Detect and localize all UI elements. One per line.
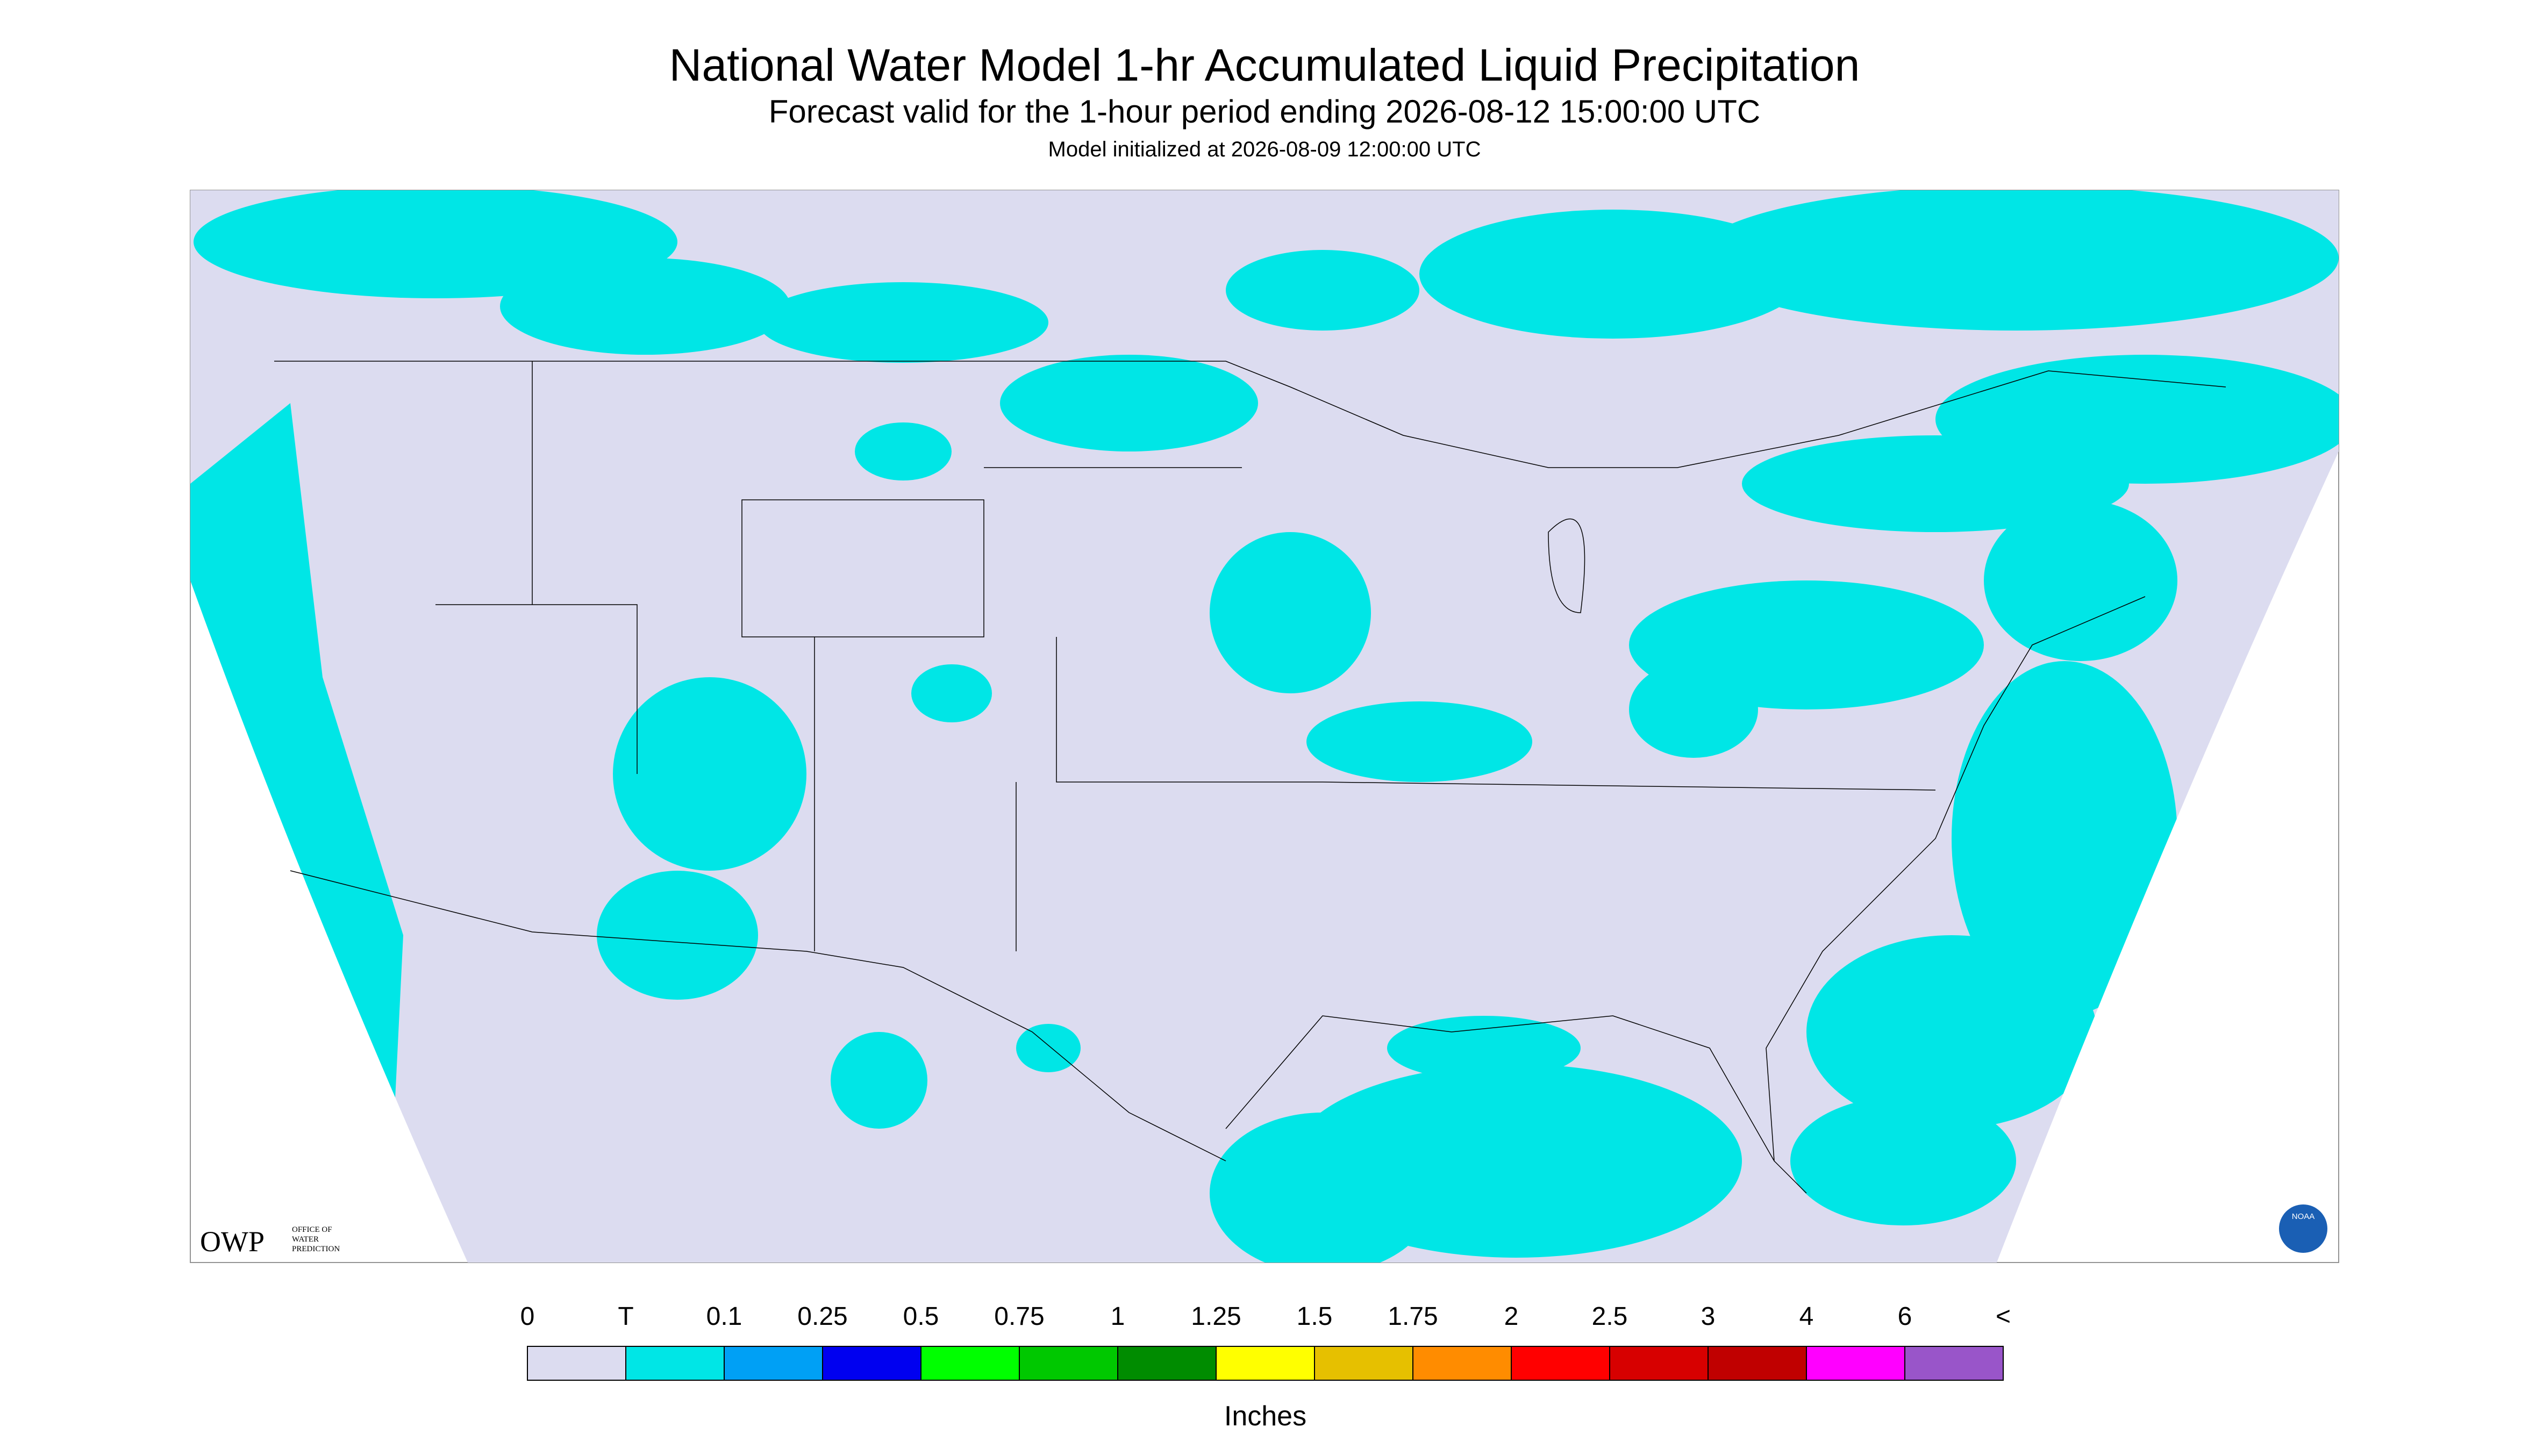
logo-line: PREDICTION — [292, 1245, 340, 1253]
legend-label: 2 — [1504, 1302, 1519, 1331]
legend-swatch — [1904, 1346, 2004, 1381]
title: National Water Model 1-hr Accumulated Li… — [669, 40, 1860, 90]
legend-label: 1.75 — [1388, 1302, 1438, 1331]
legend-swatch — [1511, 1346, 1610, 1381]
boundaries — [274, 361, 2226, 1194]
legend-swatch — [1708, 1346, 1807, 1381]
legend-label: 1 — [1111, 1302, 1125, 1331]
legend-swatch — [822, 1346, 921, 1381]
legend-unit: Inches — [1224, 1401, 1306, 1432]
legend-label: 0.25 — [797, 1302, 847, 1331]
legend-label: 0.75 — [994, 1302, 1044, 1331]
legend-swatch — [1019, 1346, 1118, 1381]
legend-swatch — [1216, 1346, 1315, 1381]
legend-label: 0.5 — [903, 1302, 939, 1331]
legend-label: 0 — [520, 1302, 535, 1331]
logo-abbr: OWP — [200, 1225, 265, 1258]
legend-swatch — [1806, 1346, 1905, 1381]
subtitle: Forecast valid for the 1-hour period end… — [769, 94, 1760, 130]
init-note: Model initialized at 2026-08-09 12:00:00… — [1048, 138, 1481, 161]
legend-label: 1.25 — [1191, 1302, 1241, 1331]
legend-swatch — [724, 1346, 823, 1381]
legend-swatch — [1117, 1346, 1217, 1381]
legend-swatch — [625, 1346, 725, 1381]
legend: 0 T 0.1 0.25 0.5 0.75 1 1.25 1.5 1.75 2 2.5 3 4 6 < Inch… — [520, 1302, 2011, 1432]
legend-label: 6 — [1898, 1302, 1912, 1331]
legend-label: 4 — [1799, 1302, 1814, 1331]
legend-label: < — [1996, 1302, 2011, 1331]
legend-label: 0.1 — [706, 1302, 742, 1331]
legend-swatch — [920, 1346, 1020, 1381]
logo-line: OFFICE OF — [292, 1225, 332, 1234]
precip-areas — [190, 190, 2339, 1263]
legend-label: T — [618, 1302, 633, 1331]
map: OWP OFFICE OF WATER PREDICTION NOAA — [190, 190, 2339, 1263]
legend-label: 3 — [1701, 1302, 1716, 1331]
legend-swatch — [1314, 1346, 1413, 1381]
legend-label: 1.5 — [1297, 1302, 1333, 1331]
agency-logo-text: NOAA — [2292, 1212, 2315, 1221]
legend-swatch — [1412, 1346, 1512, 1381]
legend-swatch — [527, 1346, 626, 1381]
logo-line: WATER — [292, 1235, 319, 1244]
legend-label: 2.5 — [1592, 1302, 1628, 1331]
agency-logo — [2279, 1204, 2327, 1253]
legend-swatch — [1609, 1346, 1709, 1381]
